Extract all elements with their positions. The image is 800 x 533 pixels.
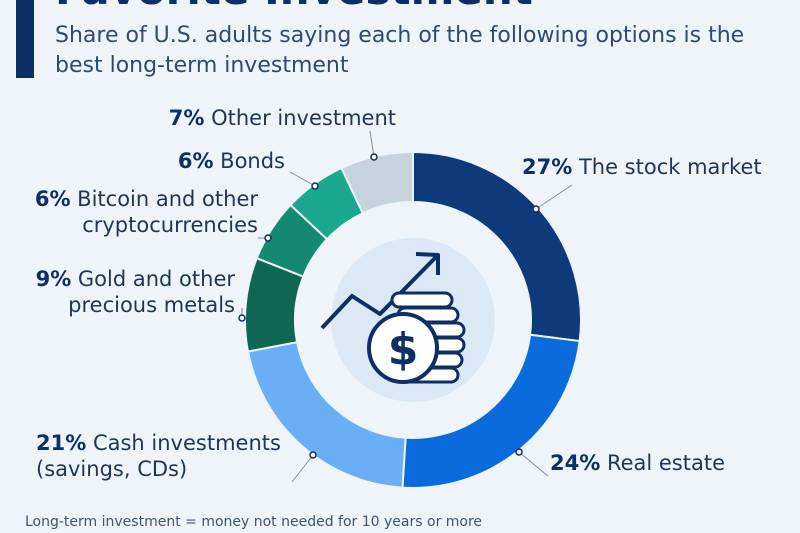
slice-label: 6% Bitcoin and other cryptocurrencies <box>35 187 259 237</box>
leader-dot <box>309 451 317 459</box>
leader-line <box>369 130 375 158</box>
slice-percent: 6% <box>35 187 71 211</box>
slice-label: 21% Cash investments (savings, CDs) <box>36 431 281 481</box>
leader-dot <box>370 153 378 161</box>
donut-slice <box>340 150 414 215</box>
footnote: Long-term investment = money not needed … <box>25 514 483 530</box>
slice-percent: 24% <box>550 451 600 475</box>
dollar-coins-growth-icon: $ <box>320 238 495 402</box>
slice-labels: 27% The stock market 24% Real estate 21% C… <box>35 106 762 481</box>
chart-title: Favorite Investment <box>55 0 533 11</box>
slice-percent: 6% <box>178 149 214 173</box>
leader-line <box>535 184 573 210</box>
slice-percent: 21% <box>36 431 86 455</box>
leader-line <box>518 451 549 477</box>
slice-percent: 9% <box>36 267 72 291</box>
svg-text:$: $ <box>388 324 419 375</box>
title-accent-bar <box>16 0 34 78</box>
slice-label: 6% Bonds <box>178 149 285 173</box>
slice-percent: 7% <box>169 106 205 130</box>
leader-dot <box>311 182 319 190</box>
leader-line <box>289 171 316 187</box>
label-leader-lines <box>238 130 573 483</box>
slice-percent: 27% <box>522 155 572 179</box>
leader-dot <box>264 234 272 242</box>
slice-label: 24% Real estate <box>550 451 725 475</box>
slice-label: 9% Gold and other precious metals <box>36 267 236 317</box>
slice-label: 27% The stock market <box>522 155 762 179</box>
leader-dot <box>532 205 540 213</box>
leader-dot <box>515 448 523 456</box>
donut-slices <box>244 150 582 489</box>
chart-subtitle: Share of U.S. adults saying each of the … <box>55 23 745 78</box>
leader-line <box>291 454 314 483</box>
leader-dot <box>238 314 246 322</box>
slice-label: 7% Other investment <box>169 106 396 130</box>
